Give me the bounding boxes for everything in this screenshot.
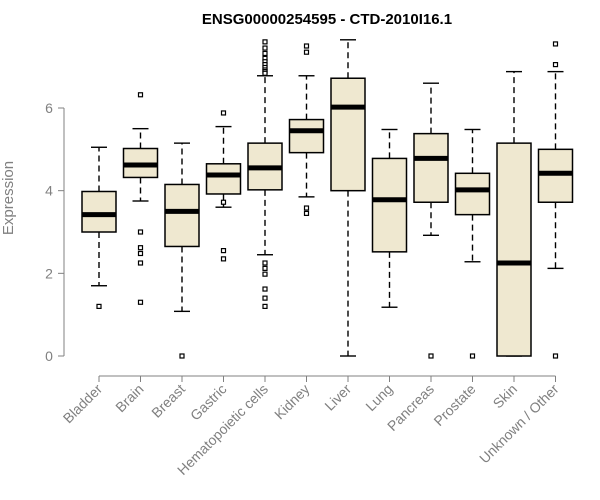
iqr-box [454,172,491,216]
outlier-point [469,353,476,359]
box-bladder [81,146,117,309]
box-hematopoietic-cells [247,39,283,309]
box-skin [496,70,532,357]
outlier-point [552,41,559,47]
outlier-point [137,245,144,251]
box-lung [371,128,408,308]
outlier-point [262,303,268,309]
x-tick-label: Unknown / Other [476,381,562,467]
outlier-point [137,299,144,305]
box-breast [164,142,200,359]
x-tick-label: Bladder [60,381,106,427]
box-pancreas [413,82,449,359]
outlier-point [262,286,268,292]
outlier-point [220,199,227,205]
outlier-point [96,303,102,309]
y-axis: 0 2 4 6 [45,100,65,364]
box-liver [330,39,366,357]
box-gastric [205,110,242,262]
outlier-point [262,39,268,45]
outlier-point [137,92,144,98]
outlier-point [428,353,434,359]
x-tick-label: Liver [321,381,354,414]
iqr-box [371,157,408,253]
x-tick-label: Brain [112,381,146,415]
outlier-point [552,353,559,359]
outlier-point [262,271,268,277]
iqr-box [413,132,449,203]
iqr-box [496,142,532,357]
y-tick-label: 6 [45,100,53,116]
box-unknown-other [537,41,574,359]
outlier-point [262,45,268,51]
outlier-point [303,43,310,49]
outlier-point [262,70,268,76]
outlier-point [179,353,185,359]
box-brain [122,92,159,305]
x-tick-label: Prostate [430,381,478,429]
x-tick-label: Lung [362,381,395,414]
x-tick-label: Skin [490,381,521,412]
outlier-point [262,50,268,57]
outlier-point [303,210,310,216]
outlier-point [220,256,227,262]
iqr-box [330,77,366,192]
y-tick-label: 0 [45,348,53,364]
chart-title: ENSG00000254595 - CTD-2010I16.1 [202,11,452,28]
boxes-group [81,39,574,359]
outlier-point [137,250,144,257]
iqr-box [164,183,200,248]
outlier-point [262,265,268,271]
outlier-point [137,229,144,235]
outlier-point [262,295,268,301]
box-prostate [454,128,491,359]
outlier-point [303,205,310,211]
outlier-point [552,61,559,68]
y-axis-label: Expression [0,161,17,235]
iqr-box [205,163,242,195]
iqr-box [81,190,117,233]
x-tick-label: Breast [148,381,188,421]
y-tick-label: 2 [45,265,53,281]
box-kidney [288,43,325,216]
outlier-point [303,49,310,55]
x-tick-label: Kidney [271,381,313,423]
outlier-point [220,248,227,254]
outlier-point [262,260,268,266]
outlier-point [137,260,144,266]
iqr-box [288,118,325,154]
outlier-point [220,110,227,116]
y-tick-label: 4 [45,183,53,199]
